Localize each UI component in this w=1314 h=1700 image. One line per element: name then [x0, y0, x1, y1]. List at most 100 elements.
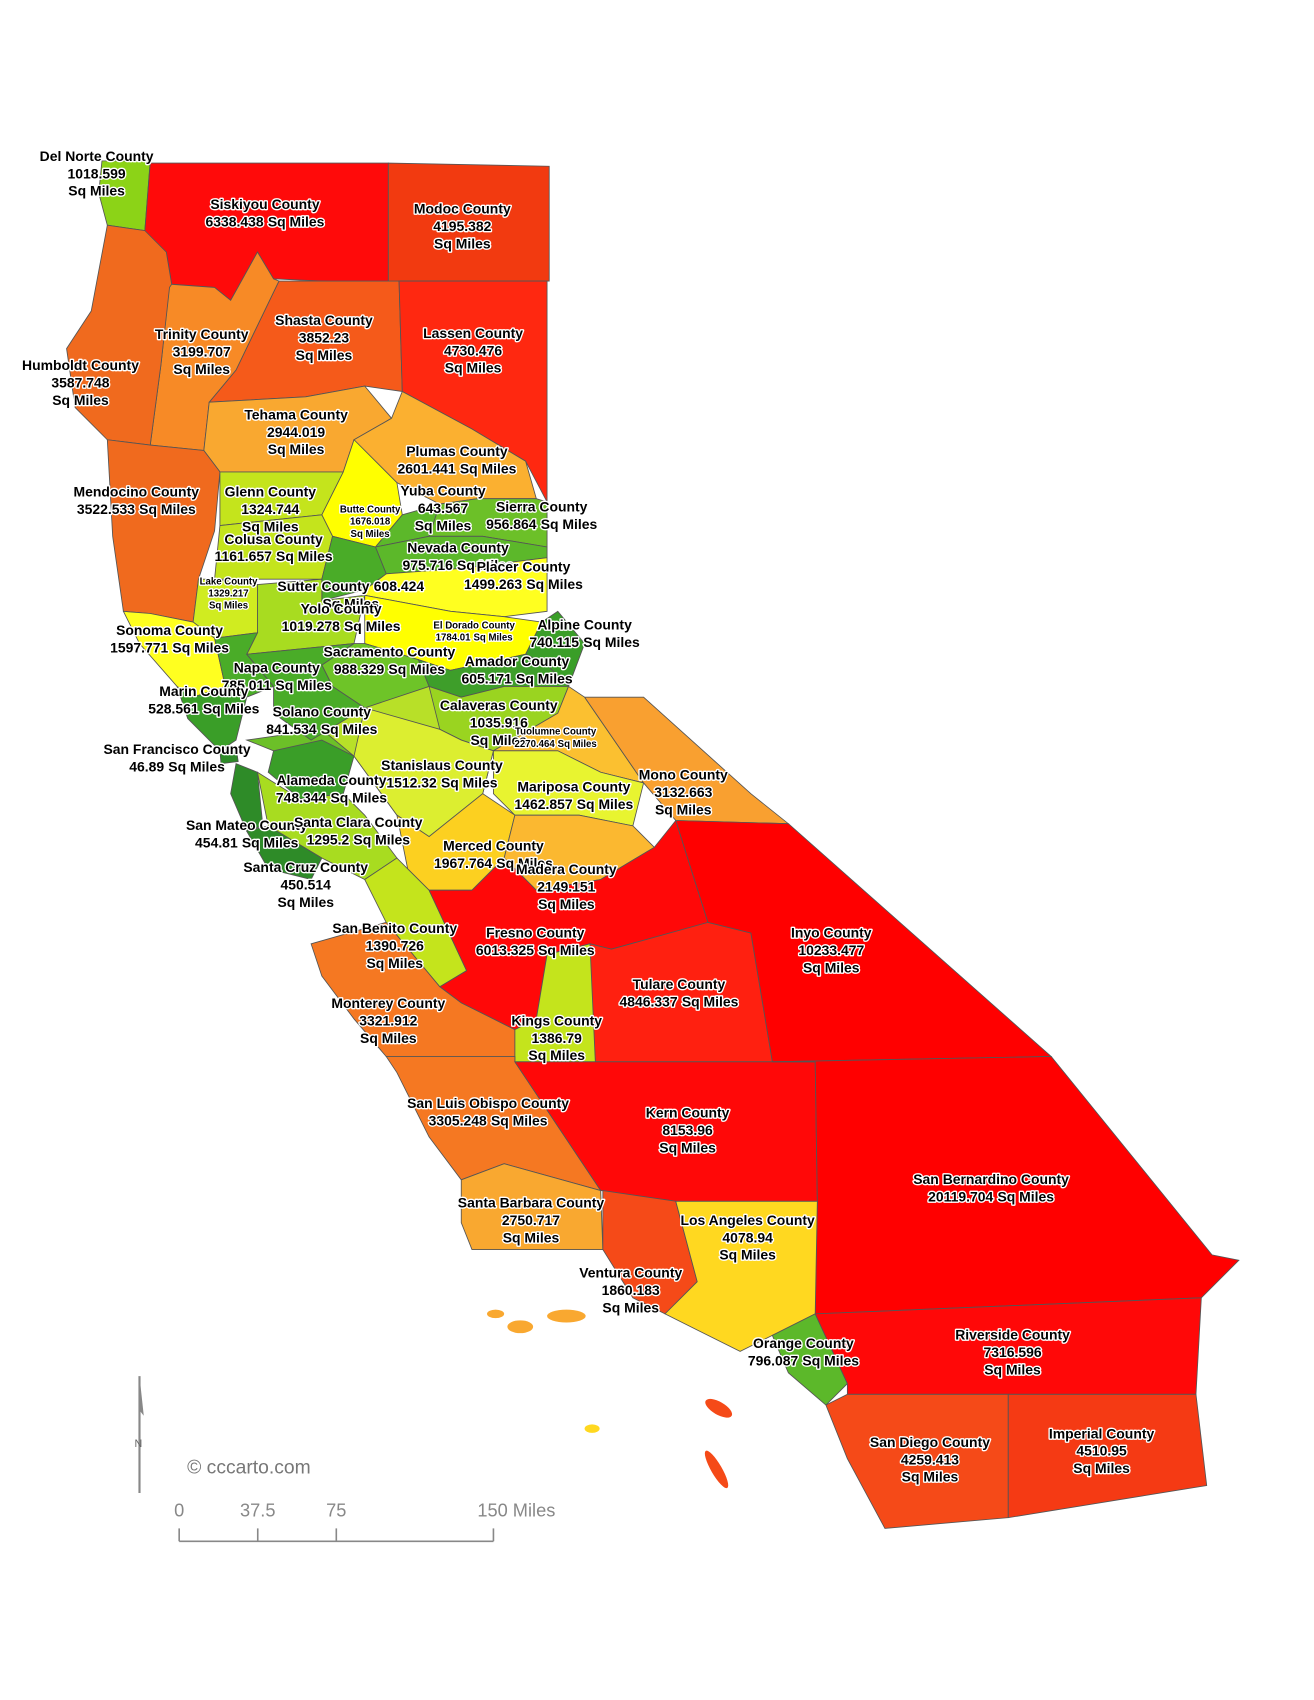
county-label: Nevada County 975.716 Sq Miles [402, 539, 513, 572]
county-area: 2270.464 [515, 739, 556, 750]
county-name: Modoc County [414, 200, 511, 216]
county-area: 3522.533 [77, 501, 135, 517]
area-unit: Sq Miles [68, 183, 125, 199]
area-unit: Sq Miles [719, 1247, 776, 1263]
area-unit: Sq Miles [602, 1299, 659, 1315]
county-area: 796.087 [748, 1353, 799, 1369]
area-unit: Sq Miles [242, 518, 299, 534]
county-shape [1007, 1393, 1208, 1519]
county-name: Santa Clara County [294, 814, 423, 830]
county-label: San Diego County 4259.413 Sq Miles [870, 1434, 990, 1485]
county-name: San Bernardino County [913, 1171, 1069, 1187]
area-unit: Sq Miles [460, 460, 517, 476]
scale-bar: 0 37.5 75 150 Miles [174, 1500, 555, 1543]
county-label: Alpine County 740.115 Sq Miles [529, 617, 640, 650]
county-area: 1784.01 [436, 633, 471, 644]
county-label: Butte County 1676.018 Sq Miles [340, 505, 401, 540]
area-unit: Sq Miles [52, 392, 109, 408]
county-label: Fresno County 6013.325 Sq Miles [476, 924, 595, 957]
area-unit: Sq Miles [139, 501, 196, 517]
county-name: Lake County [200, 577, 258, 588]
county-label: Amador County 605.171 Sq Miles [461, 653, 572, 686]
county-name: San Benito County [332, 920, 457, 936]
county-area: 605.171 [461, 670, 512, 686]
scale-label: 150 Miles [477, 1500, 555, 1521]
county-area: 785.011 [222, 677, 272, 693]
county-area: 975.716 [402, 557, 453, 573]
county-area: 1390.726 [366, 938, 424, 954]
area-unit: Sq Miles [997, 1189, 1054, 1205]
island [584, 1424, 600, 1433]
county-area: 740.115 [529, 634, 579, 650]
area-unit: Sq Miles [277, 894, 334, 910]
county-area: 1676.018 [350, 517, 391, 528]
county-area: 2149.151 [537, 879, 595, 895]
area-unit: Sq Miles [655, 802, 712, 818]
area-unit: Sq Miles [344, 618, 401, 634]
area-unit: Sq Miles [276, 548, 333, 564]
county-label: Calaveras County 1035.916 Sq Miles [440, 697, 558, 748]
county-area: 956.864 [486, 516, 537, 532]
county-area: 1329.217 [208, 589, 248, 600]
area-unit: Sq Miles [682, 993, 739, 1009]
county-name: Riverside County [955, 1327, 1070, 1343]
area-unit: Sq Miles [528, 1047, 585, 1063]
county-label: Trinity County 3199.707 Sq Miles [155, 326, 249, 377]
county-name: Shasta County [275, 312, 373, 328]
county-label: El Dorado County 1784.01 Sq Miles [433, 621, 515, 644]
county-name: Placer County [477, 559, 571, 575]
county-name: Sutter County [277, 578, 369, 594]
county-name: Yuba County [400, 483, 485, 499]
county-shapes [66, 160, 1240, 1529]
county-label: Tulare County 4846.337 Sq Miles [620, 976, 739, 1009]
county-area: 3852.23 [299, 329, 350, 345]
area-unit: Sq Miles [659, 1139, 716, 1155]
county-label: San Bernardino County 20119.704 Sq Miles [913, 1171, 1069, 1204]
county-name: Colusa County [224, 531, 323, 547]
county-name: Del Norte County [40, 148, 154, 164]
county-area: 1018.599 [68, 165, 126, 181]
island [487, 1309, 505, 1319]
county-area: 988.329 [334, 661, 385, 677]
county-label: Mendocino County 3522.533 Sq Miles [74, 484, 200, 517]
county-area: 4195.382 [433, 218, 491, 234]
county-area: 3587.748 [51, 374, 109, 390]
county-area: 3199.707 [173, 343, 231, 359]
area-unit: Sq Miles [351, 529, 390, 540]
county-name: Mendocino County [74, 484, 200, 500]
county-name: Monterey County [331, 995, 445, 1011]
county-name: Yolo County [301, 601, 382, 617]
area-unit: Sq Miles [321, 721, 378, 737]
area-unit: Sq Miles [902, 1469, 959, 1485]
county-label: Ventura County 1860.183 Sq Miles [579, 1264, 682, 1315]
county-label: Stanislaus County 1512.32 Sq Miles [381, 757, 503, 790]
county-label: Madera County 2149.151 Sq Miles [516, 861, 617, 912]
county-label: San Luis Obispo County 3305.248 Sq Miles [407, 1095, 569, 1128]
county-area: 20119.704 [928, 1189, 993, 1205]
county-label: Santa Clara County 1295.2 Sq Miles [294, 814, 423, 847]
island [547, 1309, 586, 1323]
county-label: Monterey County 3321.912 Sq Miles [331, 995, 445, 1046]
county-area: 6338.438 [206, 214, 264, 230]
scale-label: 75 [326, 1500, 346, 1521]
county-label: Kern County 8153.96 Sq Miles [646, 1105, 730, 1156]
county-name: Glenn County [225, 484, 317, 500]
area-unit: Sq Miles [268, 441, 325, 457]
county-area: 1512.32 [386, 775, 437, 791]
county-shape [771, 1313, 848, 1406]
county-label: Humboldt County 3587.748 Sq Miles [22, 357, 139, 408]
area-unit: Sq Miles [353, 831, 410, 847]
county-name: Mariposa County [517, 779, 630, 795]
county-area: 1462.857 [514, 796, 572, 812]
area-unit: Sq Miles [441, 775, 498, 791]
county-name: Napa County [234, 659, 320, 675]
county-name: Siskiyou County [210, 196, 319, 212]
county-area: 528.561 [148, 701, 199, 717]
area-unit: Sq Miles [802, 1353, 859, 1369]
area-unit: Sq Miles [434, 235, 491, 251]
area-unit: Sq Miles [172, 639, 229, 655]
county-name: Kern County [646, 1105, 730, 1121]
credit: © cccarto.com [187, 1458, 311, 1479]
county-name: Sierra County [496, 499, 588, 515]
area-unit: Sq Miles [984, 1361, 1041, 1377]
